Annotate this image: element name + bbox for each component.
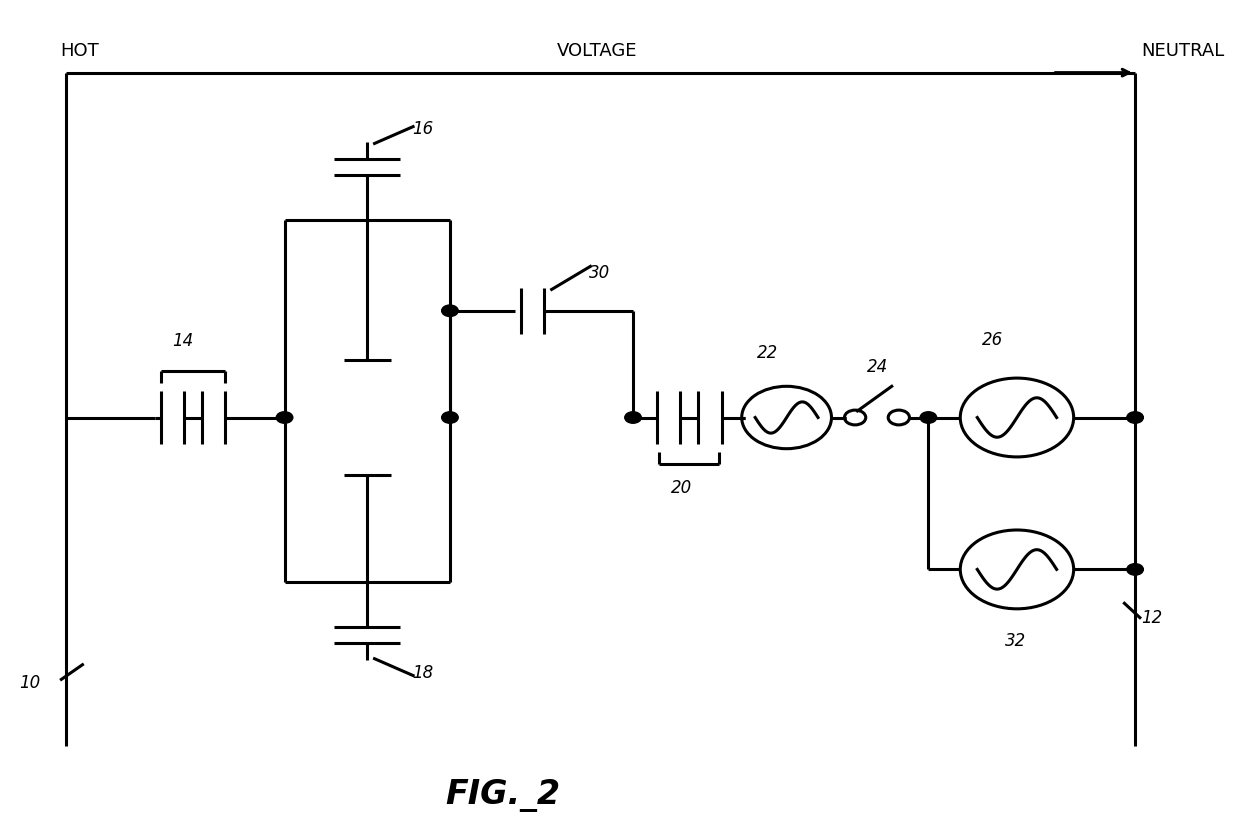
Circle shape — [1127, 412, 1143, 423]
Circle shape — [920, 412, 936, 423]
Text: 24: 24 — [867, 358, 888, 377]
Circle shape — [277, 412, 293, 423]
Text: NEUTRAL: NEUTRAL — [1141, 43, 1224, 60]
Text: 14: 14 — [172, 332, 193, 350]
Text: 32: 32 — [1006, 632, 1027, 650]
Text: 12: 12 — [1141, 609, 1162, 627]
Text: 16: 16 — [412, 120, 434, 139]
Circle shape — [441, 305, 459, 316]
Text: VOLTAGE: VOLTAGE — [557, 43, 637, 60]
Text: 22: 22 — [758, 343, 779, 362]
Text: 26: 26 — [982, 331, 1003, 349]
Text: 30: 30 — [589, 264, 610, 282]
Text: FIG._2: FIG._2 — [445, 779, 560, 812]
Text: HOT: HOT — [60, 43, 99, 60]
Circle shape — [1127, 564, 1143, 575]
Text: 10: 10 — [19, 675, 40, 692]
Circle shape — [625, 412, 641, 423]
Text: 18: 18 — [412, 664, 434, 682]
Circle shape — [441, 412, 459, 423]
Text: 20: 20 — [671, 479, 692, 497]
